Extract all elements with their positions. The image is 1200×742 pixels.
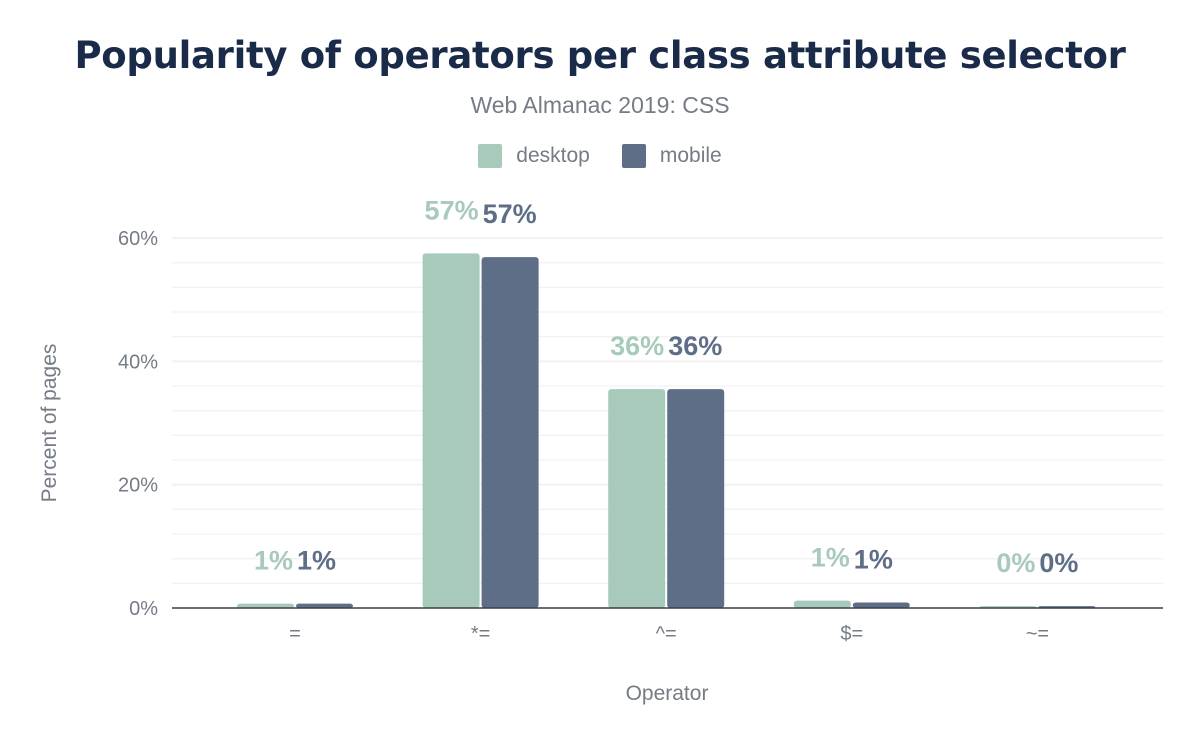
data-label-desktop: 0% [996, 548, 1035, 578]
legend-swatch-desktop [478, 144, 503, 168]
data-label-desktop: 1% [811, 543, 850, 573]
x-axis-title: Operator [626, 682, 709, 705]
legend-swatch-mobile [621, 144, 646, 168]
x-tick-label: = [289, 623, 301, 645]
bar-desktop [237, 603, 294, 608]
y-axis-title: Percent of pages [38, 344, 61, 503]
legend-label-mobile: mobile [659, 144, 722, 167]
legend-item-mobile[interactable]: mobile [621, 144, 722, 168]
bar-mobile [481, 257, 539, 608]
y-tick-label: 40% [118, 351, 158, 373]
data-label-mobile: 1% [854, 544, 893, 574]
chart-title: Popularity of operators per class attrib… [74, 34, 1126, 77]
data-label-mobile: 36% [668, 331, 722, 361]
data-label-desktop: 1% [254, 546, 293, 576]
bar-desktop [608, 389, 666, 608]
data-label-mobile: 0% [1039, 548, 1078, 578]
x-tick-label: ~= [1026, 623, 1049, 645]
legend: desktop mobile [0, 144, 1200, 168]
chart-subtitle: Web Almanac 2019: CSS [470, 92, 730, 118]
bar-mobile [296, 603, 353, 608]
y-tick-label: 0% [129, 598, 158, 620]
data-label-mobile: 57% [483, 199, 537, 229]
y-tick-label: 60% [118, 228, 158, 250]
legend-item-desktop[interactable]: desktop [478, 144, 590, 168]
bar-mobile [852, 602, 910, 608]
x-tick-label: $= [840, 623, 863, 645]
bar-desktop [422, 253, 480, 608]
x-tick-label: *= [471, 623, 490, 645]
bar-desktop [793, 600, 851, 608]
legend-label-desktop: desktop [516, 144, 590, 167]
x-tick-label: ^= [656, 623, 677, 645]
bar-mobile [667, 389, 725, 608]
y-tick-label: 20% [118, 475, 158, 497]
data-label-mobile: 1% [297, 546, 336, 576]
data-label-desktop: 36% [610, 331, 664, 361]
data-label-desktop: 57% [425, 195, 479, 225]
